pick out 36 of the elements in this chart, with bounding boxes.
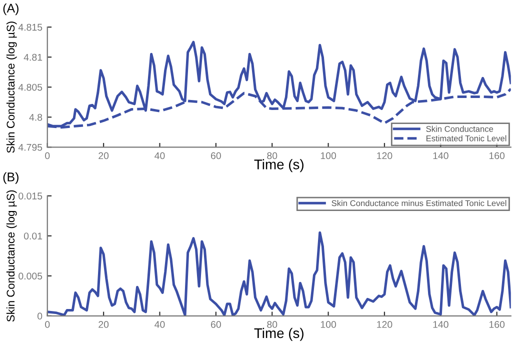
x-axis-title: Time (s) [254,159,304,172]
chart-title: (A) [3,3,18,16]
x-tick-label: 100 [320,152,336,160]
x-tick-label: 120 [377,152,392,160]
y-axis-title: Skin Conductance (log µS) [6,22,17,153]
x-tick-label: 40 [154,152,165,160]
y-tick-label: 0.015 [18,192,42,200]
x-tick-label: 160 [489,321,505,328]
x-tick-label: 60 [211,152,221,160]
x-axis-title: Time (s) [254,328,304,341]
legend-label: Skin Conductance minus Estimated Tonic Level [332,200,506,206]
x-tick-label: 80 [267,321,278,328]
x-tick-label: 60 [211,321,221,328]
y-tick-label: 0 [37,312,42,320]
y-axis-title: Skin Conductance (log µS) [6,190,17,322]
x-tick-label: 80 [267,152,278,160]
x-tick-label: 0 [45,321,50,328]
y-tick-label: 0.01 [24,232,42,240]
x-tick-label: 20 [98,152,109,160]
x-tick-label: 100 [320,321,336,328]
x-tick-label: 140 [433,321,448,328]
legend-label: Estimated Tonic Level [426,135,506,142]
x-tick-label: 160 [489,152,505,160]
y-tick-label: 4.81 [24,54,42,61]
y-tick-label: 4.815 [18,24,42,31]
y-tick-label: 4.805 [18,84,42,91]
y-tick-label: 4.8 [29,114,42,121]
chart-title: (B) [3,172,18,184]
x-tick-label: 120 [377,321,392,328]
x-tick-label: 140 [433,152,448,160]
x-tick-label: 0 [45,152,50,160]
y-tick-label: 4.795 [18,144,42,151]
y-tick-label: 0.005 [18,272,42,280]
legend-label: Skin Conductance [426,126,494,132]
x-tick-label: 40 [154,321,165,328]
x-tick-label: 20 [98,321,109,328]
